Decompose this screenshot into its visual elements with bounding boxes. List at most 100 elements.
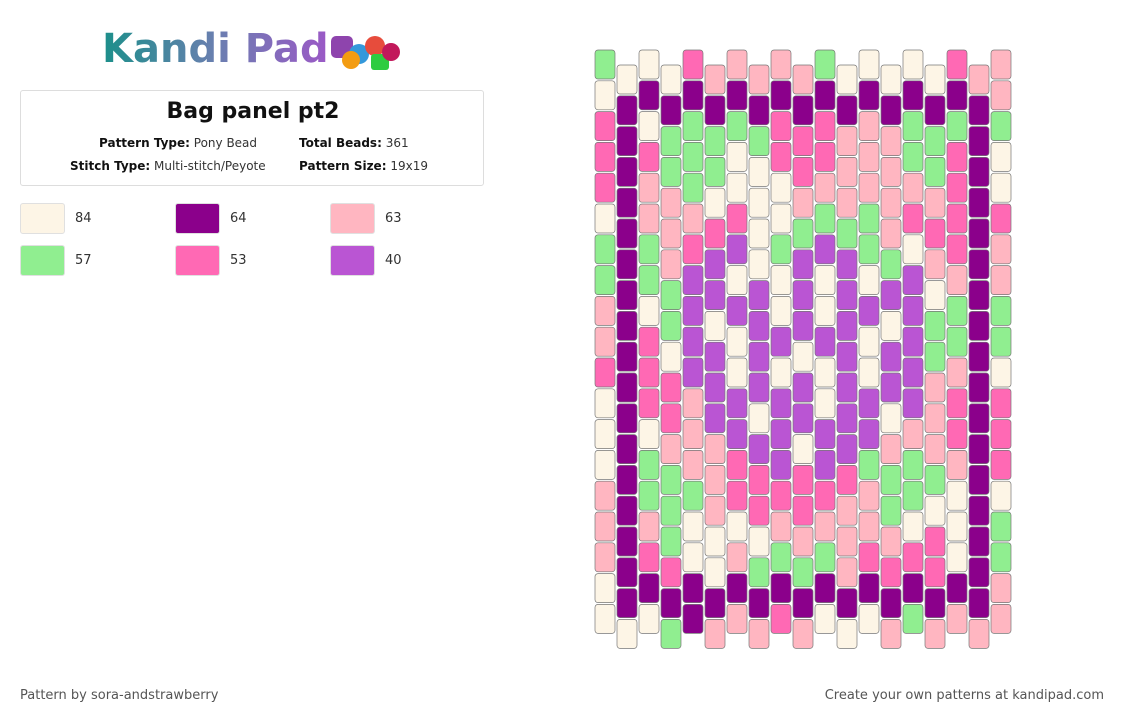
bead xyxy=(704,64,726,95)
bead xyxy=(968,495,990,526)
bead xyxy=(968,126,990,156)
bead xyxy=(792,526,814,557)
bead xyxy=(770,49,792,80)
bead xyxy=(990,326,1012,357)
bead xyxy=(748,557,770,588)
promo[interactable]: Create your own patterns at kandipad.com xyxy=(824,688,1104,703)
bead xyxy=(814,296,836,326)
bead xyxy=(682,419,704,449)
bead xyxy=(858,172,880,203)
bead xyxy=(968,95,990,126)
bead xyxy=(704,126,726,156)
bead xyxy=(924,157,946,187)
bead xyxy=(990,265,1012,295)
bead xyxy=(638,542,660,573)
bead xyxy=(924,64,946,95)
bead xyxy=(748,280,770,310)
bead xyxy=(902,172,924,203)
bead xyxy=(990,111,1012,141)
bead xyxy=(638,419,660,449)
bead xyxy=(814,49,836,80)
bead xyxy=(814,234,836,265)
bead xyxy=(836,126,858,156)
bead xyxy=(836,280,858,310)
logo-icon xyxy=(331,36,400,70)
info-value: 19x19 xyxy=(390,159,428,173)
bead xyxy=(748,495,770,526)
bead xyxy=(726,604,748,634)
bead xyxy=(792,588,814,618)
bead xyxy=(836,187,858,218)
bead xyxy=(836,465,858,495)
bead xyxy=(616,619,638,649)
bead xyxy=(704,434,726,464)
bead xyxy=(616,280,638,310)
bead xyxy=(902,511,924,542)
bead xyxy=(990,573,1012,603)
bead xyxy=(594,480,616,511)
bead xyxy=(682,234,704,265)
bead xyxy=(792,187,814,218)
bead xyxy=(704,157,726,187)
info-label: Pattern Type: xyxy=(99,136,190,150)
bead xyxy=(748,341,770,372)
bead xyxy=(814,172,836,203)
bead-count: 84 xyxy=(75,211,92,226)
bead xyxy=(748,403,770,434)
bead xyxy=(792,557,814,588)
bead xyxy=(924,187,946,218)
bead xyxy=(770,604,792,634)
bead xyxy=(880,341,902,372)
bead xyxy=(946,573,968,603)
bead xyxy=(792,280,814,310)
bead xyxy=(814,111,836,141)
bead xyxy=(814,142,836,172)
bead xyxy=(748,465,770,495)
bead xyxy=(836,495,858,526)
bead xyxy=(858,265,880,295)
bead xyxy=(726,111,748,141)
bead xyxy=(946,203,968,234)
bead xyxy=(902,234,924,265)
logo[interactable]: Kandi Pad xyxy=(102,26,329,72)
bead xyxy=(924,434,946,464)
bead xyxy=(682,511,704,542)
bead xyxy=(616,64,638,95)
bead xyxy=(638,142,660,172)
bead xyxy=(792,403,814,434)
bead xyxy=(660,495,682,526)
bead xyxy=(660,280,682,310)
bead xyxy=(726,511,748,542)
bead xyxy=(814,480,836,511)
bead xyxy=(902,573,924,603)
bead xyxy=(682,480,704,511)
bead xyxy=(748,311,770,341)
bead xyxy=(726,573,748,603)
bead xyxy=(990,172,1012,203)
bead xyxy=(836,218,858,249)
bead xyxy=(638,573,660,603)
bead xyxy=(682,111,704,141)
bead xyxy=(638,265,660,295)
bead xyxy=(858,49,880,80)
bead xyxy=(616,557,638,588)
bead xyxy=(660,126,682,156)
bead xyxy=(792,434,814,464)
bead xyxy=(770,234,792,265)
bead xyxy=(880,249,902,280)
bead xyxy=(594,234,616,265)
bead xyxy=(880,403,902,434)
bead xyxy=(748,95,770,126)
bead xyxy=(946,111,968,141)
info-value: Multi-stitch/Peyote xyxy=(154,159,266,173)
bead xyxy=(594,326,616,357)
swatch xyxy=(330,203,375,234)
bead xyxy=(990,388,1012,419)
bead xyxy=(902,450,924,480)
bead xyxy=(726,480,748,511)
bead xyxy=(924,588,946,618)
bead xyxy=(814,357,836,388)
bead xyxy=(968,249,990,280)
bead xyxy=(880,157,902,187)
bead xyxy=(726,450,748,480)
